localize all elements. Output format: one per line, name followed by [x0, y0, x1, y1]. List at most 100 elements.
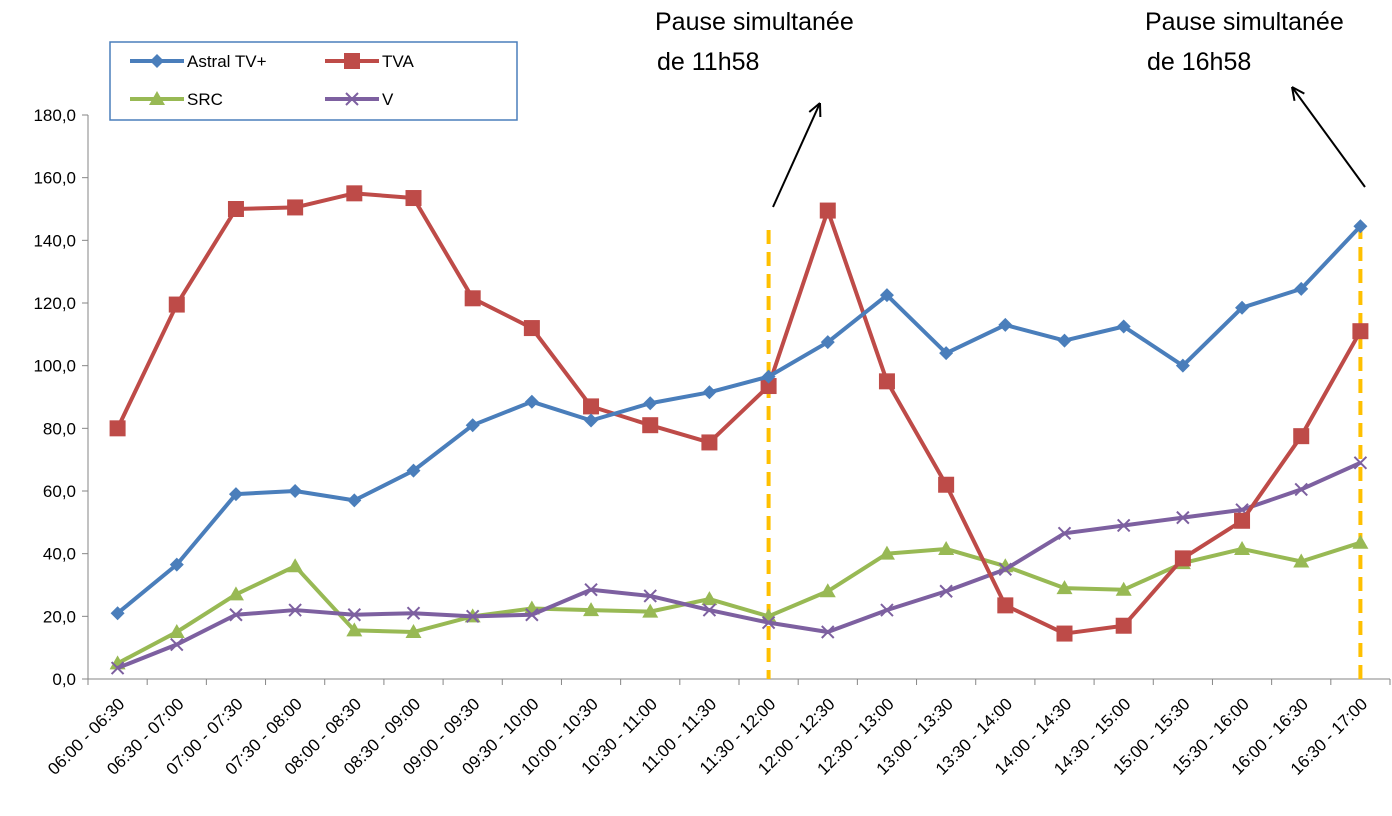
- marker: [1056, 625, 1073, 642]
- marker: [150, 54, 164, 68]
- marker: [701, 434, 718, 451]
- legend-label: TVA: [382, 52, 414, 71]
- marker: [1353, 219, 1368, 234]
- marker: [110, 661, 125, 675]
- arrow: [772, 102, 821, 208]
- series-line: [115, 191, 1363, 636]
- marker: [346, 622, 363, 637]
- marker: [642, 417, 659, 434]
- marker: [1352, 323, 1369, 340]
- marker: [347, 493, 362, 508]
- marker: [1115, 581, 1132, 596]
- marker: [405, 624, 422, 638]
- arrow-head: [1291, 86, 1305, 95]
- marker: [347, 608, 362, 622]
- marker: [819, 583, 836, 598]
- series-line: [116, 460, 1362, 670]
- y-tick-label: 160,0: [33, 169, 76, 188]
- marker: [1353, 456, 1368, 470]
- marker: [878, 373, 895, 390]
- marker: [524, 394, 539, 409]
- marker: [1352, 534, 1369, 549]
- series-line: [116, 224, 1362, 615]
- marker: [1294, 482, 1308, 497]
- marker: [702, 385, 717, 400]
- marker: [642, 603, 659, 618]
- marker: [227, 201, 244, 217]
- y-tick-label: 80,0: [43, 419, 76, 438]
- marker: [345, 92, 359, 106]
- marker: [346, 185, 363, 202]
- y-tick-label: 100,0: [33, 357, 76, 376]
- marker: [288, 603, 302, 617]
- annotation: Pause simultanée: [1145, 8, 1344, 36]
- marker: [523, 320, 540, 337]
- marker: [406, 463, 421, 478]
- y-tick-label: 20,0: [43, 607, 76, 626]
- marker: [643, 589, 657, 603]
- legend-box: [109, 41, 518, 121]
- y-tick-label: 60,0: [43, 482, 76, 501]
- legend-label: V: [382, 90, 394, 109]
- marker: [109, 420, 126, 437]
- arrow: [1291, 86, 1366, 188]
- marker: [998, 562, 1013, 577]
- marker: [761, 615, 776, 630]
- marker: [287, 558, 304, 573]
- marker: [1115, 617, 1132, 634]
- marker: [584, 413, 599, 428]
- series-line: [116, 540, 1362, 666]
- marker: [405, 190, 422, 207]
- legend-label: Astral TV+: [187, 52, 267, 71]
- marker: [406, 606, 421, 620]
- marker: [997, 597, 1014, 614]
- marker: [170, 637, 184, 652]
- marker: [583, 398, 600, 415]
- marker: [1234, 512, 1251, 529]
- arrow-head: [1291, 86, 1296, 101]
- annotation: de 16h58: [1147, 48, 1251, 76]
- marker: [465, 609, 480, 624]
- marker: [464, 290, 481, 307]
- marker: [1293, 553, 1310, 568]
- marker: [169, 557, 184, 572]
- marker: [168, 296, 185, 313]
- marker: [1294, 281, 1309, 296]
- marker: [149, 91, 165, 105]
- annotation: de 11h58: [657, 48, 759, 76]
- marker: [525, 608, 539, 622]
- marker: [760, 378, 777, 395]
- marker: [643, 396, 658, 411]
- marker: [701, 591, 718, 606]
- marker: [228, 487, 243, 502]
- marker: [938, 476, 955, 493]
- marker: [1175, 358, 1190, 373]
- arrow-head: [808, 102, 821, 113]
- marker: [344, 53, 360, 69]
- marker: [820, 335, 835, 350]
- marker: [1056, 580, 1073, 595]
- marker: [939, 584, 953, 598]
- marker: [880, 603, 894, 617]
- marker: [1116, 319, 1131, 334]
- marker: [288, 484, 303, 498]
- annotation: Pause simultanée: [655, 8, 854, 36]
- marker: [583, 602, 600, 617]
- marker: [229, 608, 243, 622]
- marker: [1057, 333, 1072, 348]
- marker: [939, 346, 954, 361]
- marker: [1234, 540, 1251, 555]
- marker: [168, 624, 185, 638]
- marker: [1116, 518, 1131, 533]
- marker: [878, 545, 895, 560]
- marker: [821, 625, 835, 639]
- marker: [819, 202, 836, 219]
- marker: [465, 418, 480, 433]
- marker: [1235, 300, 1250, 315]
- marker: [1176, 510, 1190, 525]
- marker: [702, 603, 717, 617]
- marker: [879, 288, 894, 303]
- marker: [227, 586, 244, 601]
- legend-label: SRC: [187, 90, 223, 109]
